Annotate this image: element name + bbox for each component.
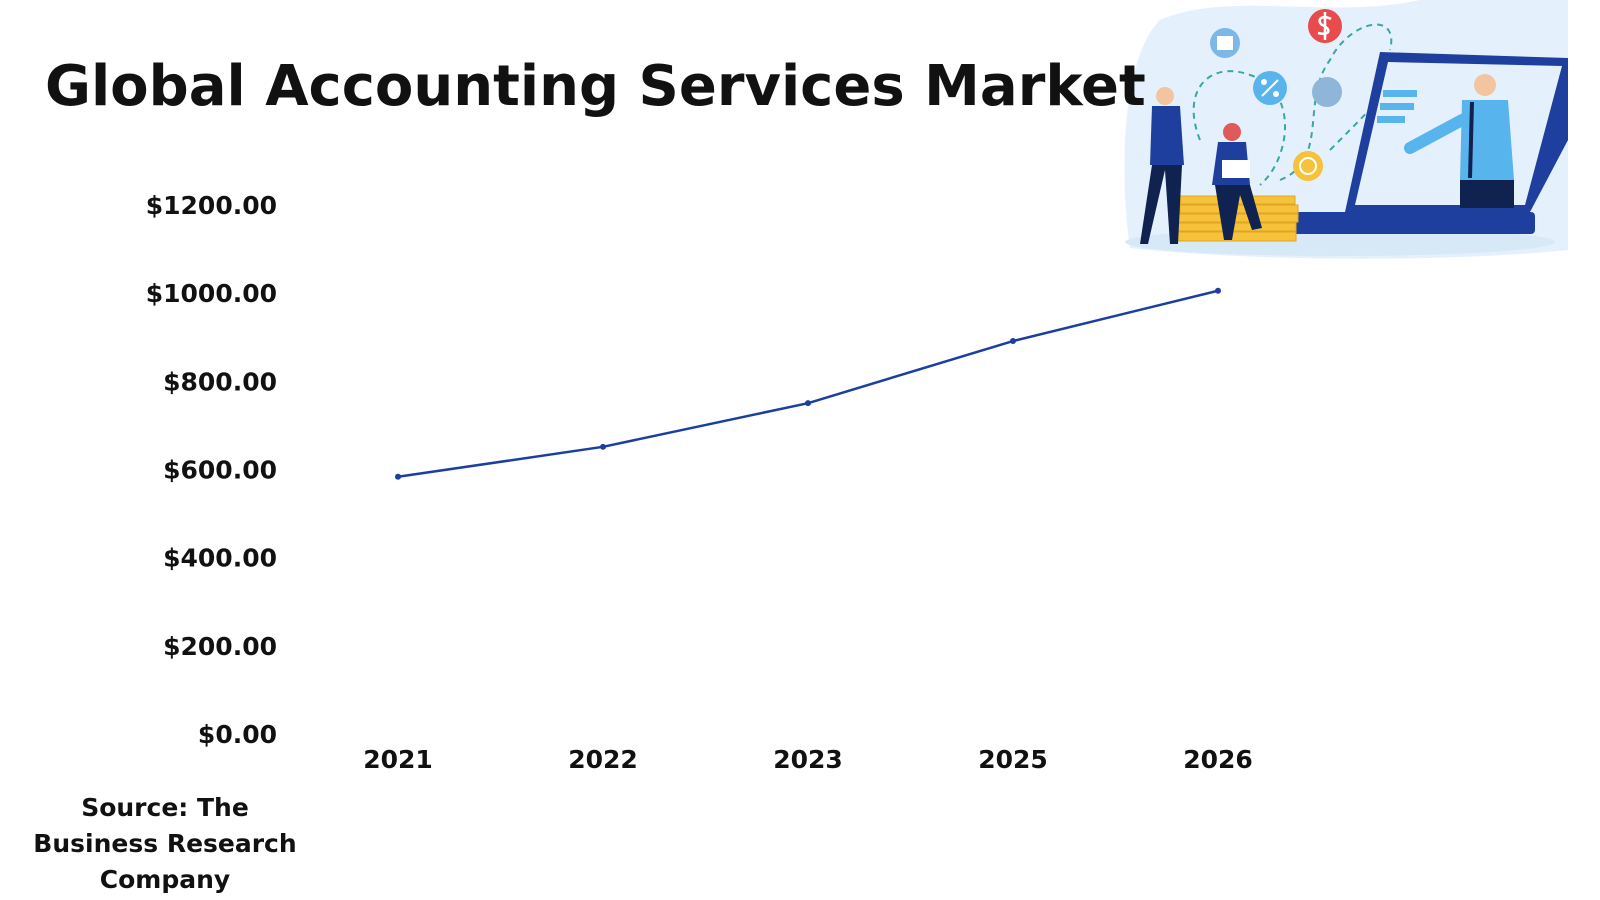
y-tick-label: $1200.00 [146,191,277,220]
y-tick-label: $200.00 [163,632,277,661]
illustration [1124,0,1568,259]
chart-title: Global Accounting Services Market [45,54,1146,119]
x-tick-label: 2023 [773,745,843,774]
y-tick-label: $400.00 [163,544,277,573]
point [805,400,811,407]
x-tick-label: 2022 [568,745,638,774]
y-tick-label: $600.00 [163,456,277,485]
point [600,443,606,450]
source-note: Source: The Business Research Company [33,793,297,894]
point [1215,287,1221,294]
y-tick-label: $1000.00 [146,279,277,308]
point [395,473,401,480]
x-tick-label: 2021 [363,745,433,774]
line [397,289,1219,479]
y-tick-label: $800.00 [163,367,277,396]
y-tick-label: $0.00 [198,720,277,749]
x-tick-label: 2026 [1183,745,1253,774]
point [1010,338,1016,345]
x-tick-label: 2025 [978,745,1048,774]
